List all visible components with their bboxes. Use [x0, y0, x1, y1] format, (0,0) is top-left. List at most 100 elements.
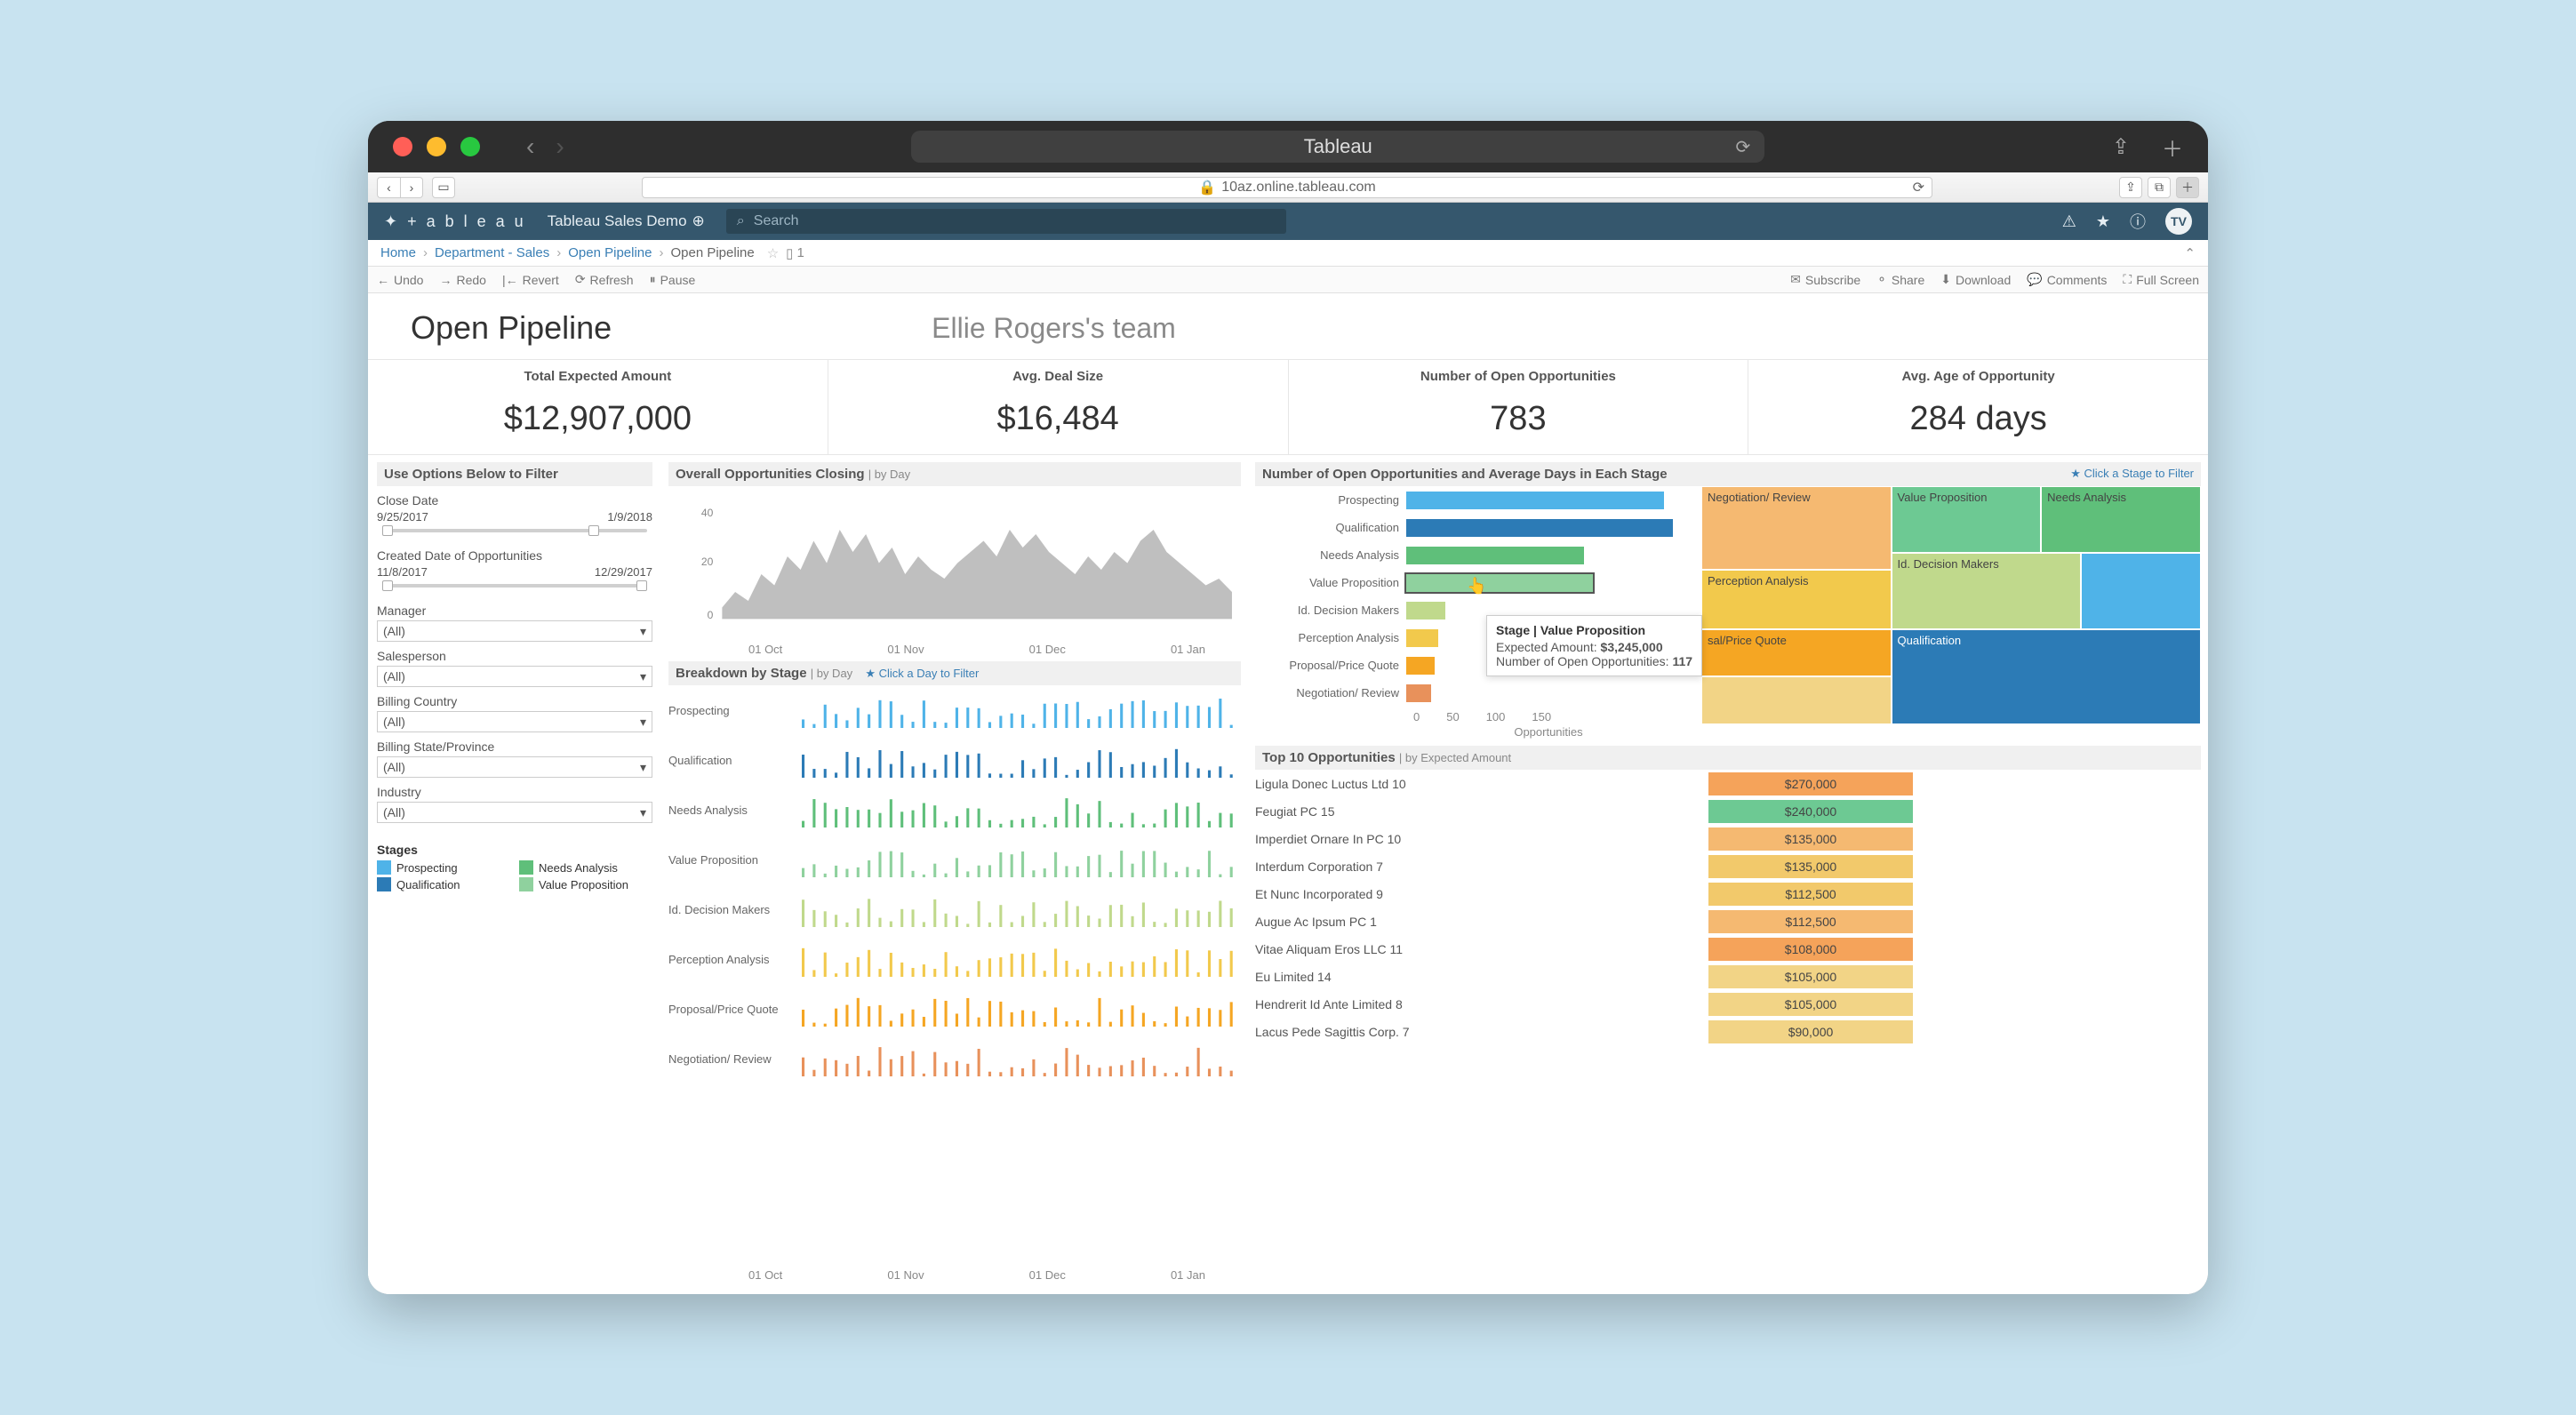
share-button[interactable]: ⚬ Share — [1876, 272, 1924, 287]
treemap-cell[interactable]: Negotiation/ Review — [1701, 486, 1892, 570]
download-button[interactable]: ⬇ Download — [1940, 272, 2011, 287]
top10-row[interactable]: Interdum Corporation 7 $135,000 — [1255, 852, 2201, 880]
legend-item[interactable]: Needs Analysis — [519, 860, 652, 875]
forward-button[interactable]: › — [556, 132, 564, 161]
expand-icon[interactable]: ⌃ — [2184, 245, 2196, 261]
close-date-slider[interactable] — [382, 529, 647, 532]
sidebar-toggle-icon[interactable]: ▭ — [432, 177, 455, 198]
close-window-button[interactable] — [393, 137, 412, 156]
tooltip: Stage | Value Proposition Expected Amoun… — [1486, 615, 1702, 676]
breakdown-row[interactable]: Perception Analysis — [668, 934, 1241, 984]
treemap-cell[interactable]: Id. Decision Makers — [1892, 553, 2082, 629]
top10-row[interactable]: Feugiat PC 15 $240,000 — [1255, 797, 2201, 825]
safari-back-button[interactable]: ‹ — [377, 177, 400, 198]
reload-icon[interactable]: ⟳ — [1736, 136, 1751, 158]
revert-button[interactable]: |← Revert — [502, 273, 559, 287]
top10-row[interactable]: Ligula Donec Luctus Ltd 10 $270,000 — [1255, 770, 2201, 797]
search-placeholder: Search — [754, 213, 799, 229]
metric-card-2: Number of Open Opportunities 783 — [1289, 360, 1749, 454]
breakdown-row[interactable]: Negotiation/ Review — [668, 1034, 1241, 1083]
safari-share-icon[interactable]: ⇪ — [2119, 177, 2142, 198]
created-date-slider[interactable] — [382, 584, 647, 588]
breakdown-row[interactable]: Needs Analysis — [668, 785, 1241, 835]
breakdown-row[interactable]: Id. Decision Makers — [668, 884, 1241, 934]
dropdown-4[interactable]: (All)▾ — [377, 802, 652, 823]
safari-forward-button[interactable]: › — [400, 177, 423, 198]
breakdown-link[interactable]: ★ Click a Day to Filter — [865, 667, 979, 680]
metrics-row: Total Expected Amount $12,907,000 Avg. D… — [368, 359, 2208, 455]
top10-row[interactable]: Imperdiet Ornare In PC 10 $135,000 — [1255, 825, 2201, 852]
comments-button[interactable]: 💬 Comments — [2027, 272, 2107, 287]
back-button[interactable]: ‹ — [526, 132, 534, 161]
treemap-cell[interactable]: Needs Analysis — [2041, 486, 2201, 553]
metric-label: Avg. Deal Size — [828, 369, 1288, 384]
overall-closing-chart[interactable]: 40 20 0 — [668, 490, 1241, 641]
favorite-icon[interactable]: ★ — [2096, 212, 2110, 231]
stage-bar-row[interactable]: Needs Analysis — [1255, 541, 1691, 569]
safari-reload-icon[interactable]: ⟳ — [1913, 179, 1924, 196]
star-icon[interactable]: ☆ — [767, 245, 779, 261]
maximize-window-button[interactable] — [460, 137, 480, 156]
refresh-button[interactable]: ⟳ Refresh — [575, 272, 634, 287]
stage-bar-row[interactable]: Prospecting — [1255, 486, 1691, 514]
project-selector[interactable]: Tableau Sales Demo ⊕ — [548, 212, 705, 230]
action-bar: ← Undo → Redo |← Revert ⟳ Refresh ⏸ Paus… — [368, 267, 2208, 293]
stage-bar-row[interactable]: Negotiation/ Review — [1255, 679, 1691, 707]
tableau-logo[interactable]: ✦ + a b l e a u — [384, 212, 526, 231]
stage-bar-chart[interactable]: Prospecting Qualification Needs Analysis… — [1255, 486, 1691, 739]
address-bar[interactable]: Tableau ⟳ — [911, 131, 1764, 163]
safari-add-tab-icon[interactable]: ＋ — [2176, 177, 2199, 198]
breakdown-row[interactable]: Qualification — [668, 735, 1241, 785]
undo-button[interactable]: ← Undo — [377, 273, 423, 287]
fullscreen-button[interactable]: ⛶ Full Screen — [2123, 272, 2199, 287]
info-icon[interactable]: ⓘ — [2130, 210, 2146, 233]
top10-row[interactable]: Et Nunc Incorporated 9 $112,500 — [1255, 880, 2201, 907]
breakdown-row[interactable]: Proposal/Price Quote — [668, 984, 1241, 1034]
treemap-cell[interactable]: sal/Price Quote — [1701, 629, 1892, 677]
treemap-cell[interactable] — [1701, 676, 1892, 724]
breadcrumb-home[interactable]: Home — [380, 245, 416, 260]
overall-closing-title: Overall Opportunities Closing | by Day — [668, 462, 1241, 486]
subscribe-button[interactable]: ✉ Subscribe — [1790, 272, 1860, 287]
redo-button[interactable]: → Redo — [439, 273, 485, 287]
top10-row[interactable]: Vitae Aliquam Eros LLC 11 $108,000 — [1255, 935, 2201, 963]
stage-chart-link[interactable]: ★ Click a Stage to Filter — [2070, 467, 2194, 482]
metric-value: 783 — [1289, 400, 1748, 438]
breadcrumb-workbook[interactable]: Open Pipeline — [568, 245, 652, 260]
top10-row[interactable]: Eu Limited 14 $105,000 — [1255, 963, 2201, 990]
breakdown-chart[interactable]: Prospecting Qualification Needs Analysis… — [668, 685, 1241, 1268]
top10-row[interactable]: Lacus Pede Sagittis Corp. 7 $90,000 — [1255, 1018, 2201, 1045]
breadcrumb-dept[interactable]: Department - Sales — [435, 245, 549, 260]
stage-bar-row[interactable]: Qualification — [1255, 514, 1691, 541]
treemap-cell[interactable]: Qualification — [1892, 629, 2201, 724]
treemap-cell[interactable]: Perception Analysis — [1701, 570, 1892, 629]
breakdown-row[interactable]: Value Proposition — [668, 835, 1241, 884]
new-tab-icon[interactable]: ＋ — [2162, 132, 2183, 163]
legend-item[interactable]: Prospecting — [377, 860, 510, 875]
pause-button[interactable]: ⏸ Pause — [650, 272, 696, 287]
avatar[interactable]: TV — [2165, 208, 2192, 235]
dropdown-0[interactable]: (All)▾ — [377, 620, 652, 642]
safari-url-bar[interactable]: 🔒 10az.online.tableau.com ⟳ — [642, 177, 1932, 198]
minimize-window-button[interactable] — [427, 137, 446, 156]
safari-tabs-icon[interactable]: ⧉ — [2148, 177, 2171, 198]
metric-value: 284 days — [1748, 400, 2208, 438]
right-column: Number of Open Opportunities and Average… — [1248, 455, 2208, 1294]
breadcrumb: Home › Department - Sales › Open Pipelin… — [368, 240, 2208, 267]
alert-icon[interactable]: ⚠ — [2062, 212, 2076, 231]
search-input[interactable]: ⌕ Search — [726, 209, 1286, 234]
top10-row[interactable]: Augue Ac Ipsum PC 1 $112,500 — [1255, 907, 2201, 935]
dropdown-1[interactable]: (All)▾ — [377, 666, 652, 687]
top10-row[interactable]: Hendrerit Id Ante Limited 8 $105,000 — [1255, 990, 2201, 1018]
treemap-cell[interactable] — [2081, 553, 2201, 629]
breakdown-row[interactable]: Prospecting — [668, 685, 1241, 735]
stage-treemap[interactable]: Negotiation/ Review Value Proposition Ne… — [1701, 486, 2201, 724]
svg-text:20: 20 — [701, 556, 714, 568]
treemap-cell[interactable]: Value Proposition — [1892, 486, 2042, 553]
lock-icon: 🔒 — [1198, 179, 1216, 196]
legend-item[interactable]: Qualification — [377, 877, 510, 891]
dropdown-3[interactable]: (All)▾ — [377, 756, 652, 778]
legend-item[interactable]: Value Proposition — [519, 877, 652, 891]
dropdown-2[interactable]: (All)▾ — [377, 711, 652, 732]
share-icon[interactable]: ⇪ — [2112, 134, 2130, 160]
